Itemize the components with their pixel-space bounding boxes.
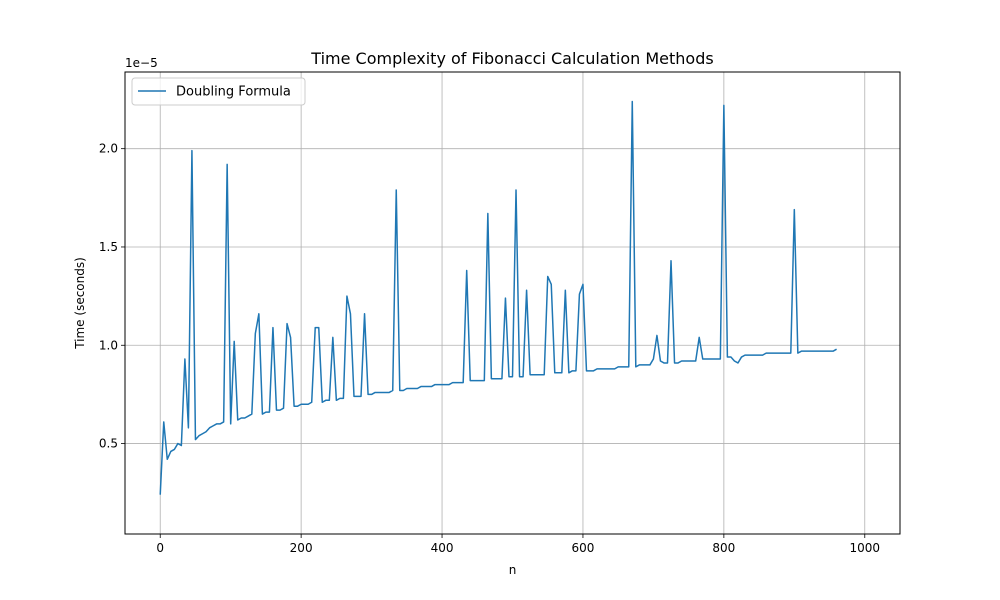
x-axis-label: n [509,563,517,577]
y-axis-label: Time (seconds) [73,257,87,350]
x-tick-label: 600 [572,541,595,555]
plot-frame [124,71,901,535]
y-tick-label: 1.5 [99,240,118,254]
y-offset-label: 1e−5 [125,56,158,70]
chart-title: Time Complexity of Fibonacci Calculation… [310,49,713,68]
ticks: 0 200 400 600 800 1000 0.5 1.0 1.5 2.0 [99,142,880,555]
y-tick-label: 2.0 [99,142,118,156]
legend-label: Doubling Formula [176,85,291,100]
legend: Doubling Formula [131,77,306,106]
series-layer [159,100,837,495]
x-tick-label: 400 [431,541,454,555]
x-tick-label: 0 [156,541,164,555]
x-tick-label: 1000 [849,541,880,555]
legend-box [131,77,306,106]
y-tick-label: 1.0 [99,338,118,352]
x-tick-label: 800 [712,541,735,555]
x-tick-label: 200 [290,541,313,555]
series-line-doubling-formula [159,100,837,495]
y-tick-label: 0.5 [99,437,118,451]
